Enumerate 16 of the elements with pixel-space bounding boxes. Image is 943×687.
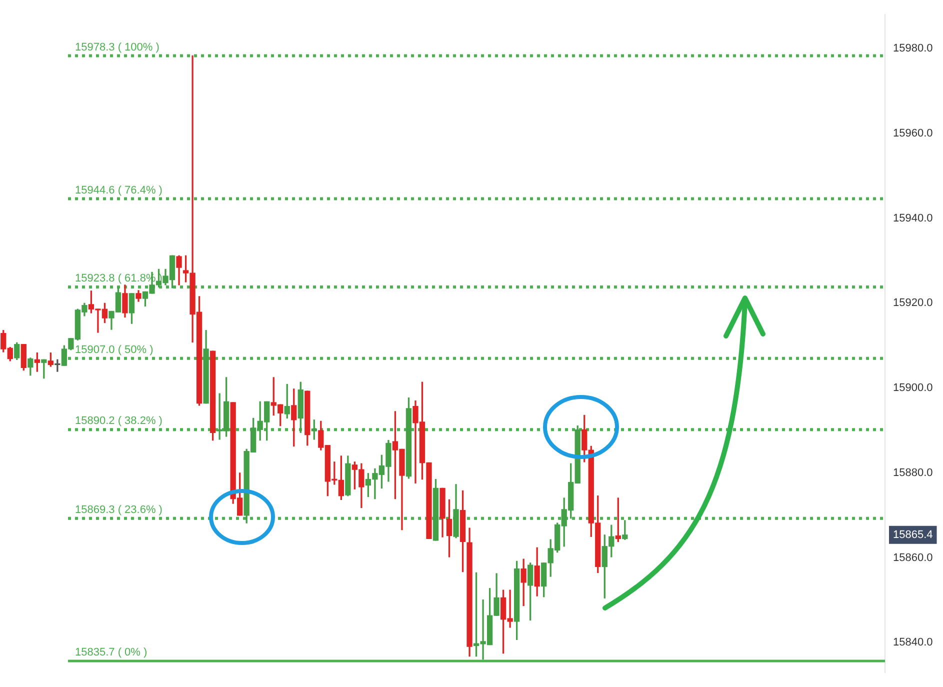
ref-line-label: 15944.6 ( 76.4% ) <box>75 184 162 196</box>
y-tick-label: 15860.0 <box>893 552 933 564</box>
ref-line-label: 15869.3 ( 23.6% ) <box>75 504 162 516</box>
y-tick-label: 15920.0 <box>893 297 933 310</box>
y-tick-label: 15960.0 <box>893 127 933 140</box>
text: 15865.4 <box>893 528 933 541</box>
y-tick-label: 15940.0 <box>893 212 933 224</box>
y-tick-label: 15900.0 <box>893 382 933 394</box>
ref-line-label: 15890.2 ( 38.2% ) <box>75 415 162 428</box>
y-tick-label: 15880.0 <box>893 466 933 479</box>
y-tick-label: 15980.0 <box>893 42 933 55</box>
ref-line-label: 15835.7 ( 0% ) <box>75 646 148 658</box>
ref-line-label: 15978.3 ( 100% ) <box>75 41 160 54</box>
candlestick <box>54 359 60 372</box>
y-tick-label: 15840.0 <box>893 636 933 649</box>
ref-line-label: 15907.0 ( 50% ) <box>75 344 154 356</box>
